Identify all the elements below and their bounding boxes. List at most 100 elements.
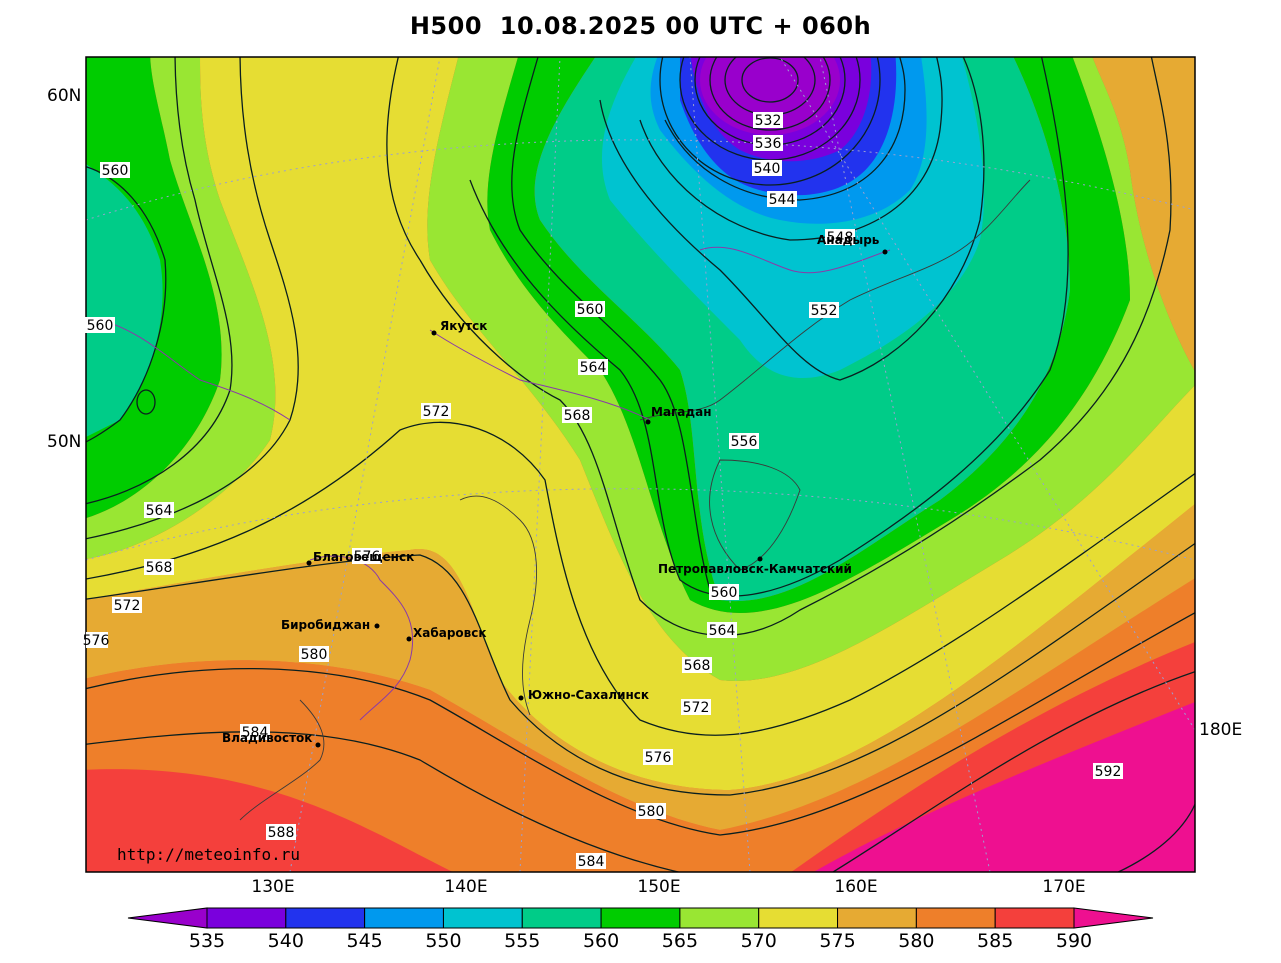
svg-text:560: 560 [102,163,129,179]
contour-label: 592 [1093,763,1123,780]
svg-text:556: 556 [731,434,758,450]
colorbar-tick-label: 535 [188,930,226,952]
svg-text:Благовещенск: Благовещенск [313,550,414,564]
svg-text:560: 560 [711,585,738,601]
source-credit: http://meteoinfo.ru [117,845,301,864]
contour-label: 532 [753,112,783,129]
svg-text:576: 576 [83,633,110,649]
contour-label: 576 [83,632,110,649]
contour-label: 588 [266,824,296,841]
svg-text:560: 560 [577,302,604,318]
contour-label: 564 [707,622,737,639]
city-birobidzhan: Биробиджан [281,618,380,632]
svg-text:592: 592 [1095,764,1122,780]
city-vladivostok: Владивосток [222,731,321,748]
colorbar-tick-label: 555 [504,930,541,952]
svg-text:572: 572 [683,700,710,716]
lon-label-160e: 160E [834,877,878,897]
svg-text:564: 564 [580,360,607,376]
contour-label: 552 [809,302,839,319]
borders [99,246,891,721]
lon-label-150e: 150E [637,877,681,897]
svg-text:Якутск: Якутск [440,319,487,333]
contour-label: 584 [240,724,270,741]
svg-text:572: 572 [114,598,141,614]
colorbar-tick-label: 575 [819,930,856,952]
colorbar-swatch [285,907,366,929]
contour-label: 556 [729,433,759,450]
svg-text:Петропавловск-Камчатский: Петропавловск-Камчатский [658,562,852,576]
contour-label: 540 [752,160,782,177]
colorbar-tick-label: 585 [977,930,1014,952]
svg-text:568: 568 [564,408,591,424]
contour-label: 536 [753,135,783,152]
svg-text:584: 584 [242,725,269,741]
contour-label-group: 532 536 540 544 548 552 556 560 560 560 … [83,112,1123,870]
colorbar-swatch [837,907,917,929]
colorbar-swatch [758,907,839,929]
svg-text:580: 580 [301,647,328,663]
lon-label-170e: 170E [1042,877,1086,897]
map-title: H500 10.08.2025 00 UTC + 060h [409,12,872,40]
svg-text:576: 576 [354,549,381,565]
svg-text:Южно-Сахалинск: Южно-Сахалинск [528,688,649,702]
city-petropavlovsk: Петропавловск-Камчатский [658,556,852,576]
contour-label: 560 [100,162,130,179]
svg-text:Магадан: Магадан [651,405,712,419]
colorbar-min-arrow [127,907,208,929]
svg-text:564: 564 [709,623,736,639]
lat-label-50n: 50N [47,432,82,452]
city-blagoveshchensk: Благовещенск [306,550,414,566]
contour-lines [86,57,1195,872]
svg-text:584: 584 [578,854,605,870]
svg-text:568: 568 [146,560,173,576]
city-anadyr: Анадырь [817,233,888,255]
city-yakutsk: Якутск [431,319,487,336]
contour-label: 564 [144,502,174,519]
contour-label: 568 [682,657,712,674]
svg-text:580: 580 [638,804,665,820]
city-magadan: Магадан [645,405,712,425]
svg-text:552: 552 [811,303,838,319]
colorbar-swatch [994,907,1075,929]
colorbar-tick-label: 590 [1055,930,1093,952]
colorbar-swatch [442,907,523,929]
colorbar [127,907,1154,929]
graticule [86,57,1195,872]
colorbar-swatch [600,907,681,929]
contour-label: 572 [112,597,142,614]
coastlines [239,179,1031,821]
city-markers: Якутск Магадан Анадырь Петропавловск-Кам… [222,233,888,748]
contour-label: 548 [825,229,855,246]
contour-label: 568 [144,559,174,576]
colorbar-swatch [364,907,444,929]
colorbar-swatch [521,907,602,929]
colorbar-tick-label: 540 [267,930,304,952]
contour-label: 580 [636,803,666,820]
svg-text:540: 540 [754,161,781,177]
svg-text:Анадырь: Анадырь [817,233,880,247]
map-frame [85,56,1196,873]
svg-text:536: 536 [755,136,782,152]
contour-label: 572 [421,403,451,420]
colorbar-max-arrow [1073,907,1154,929]
contour-label: 564 [578,359,608,376]
colorbar-tick-label: 550 [425,930,462,952]
contour-label: 576 [352,548,382,565]
contour-label: 572 [681,699,711,716]
city-yuzhno-sakhalinsk: Южно-Сахалинск [518,688,649,702]
colorbar-tick-label: 570 [740,930,777,952]
svg-text:572: 572 [423,404,450,420]
colorbar-swatch [679,907,760,929]
colorbar-tick-label: 560 [582,930,620,952]
contour-label: 560 [85,317,115,334]
contour-label: 560 [575,301,605,318]
svg-text:560: 560 [87,318,114,334]
contour-label: 560 [709,584,739,601]
contour-label: 576 [643,749,673,766]
contour-label: 568 [562,407,592,424]
lat-label-60n: 60N [47,86,82,106]
filled-contours [86,57,1195,872]
lon-label-130e: 130E [251,877,295,897]
